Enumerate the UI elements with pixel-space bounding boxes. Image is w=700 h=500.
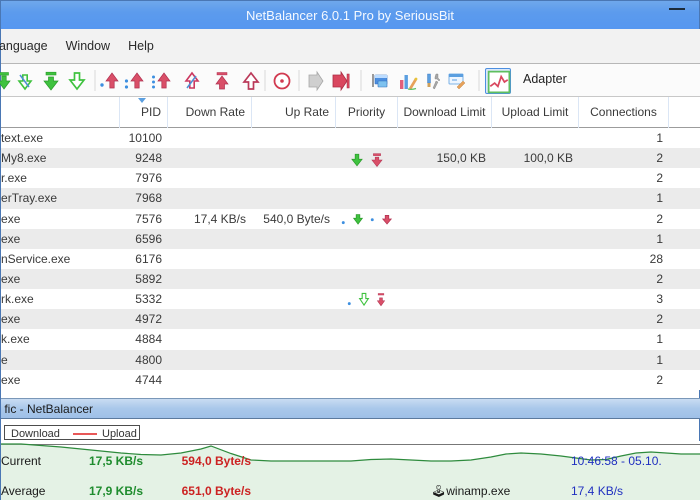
svg-text:Download: Download (11, 428, 60, 440)
svg-text:Upload: Upload (102, 428, 137, 440)
